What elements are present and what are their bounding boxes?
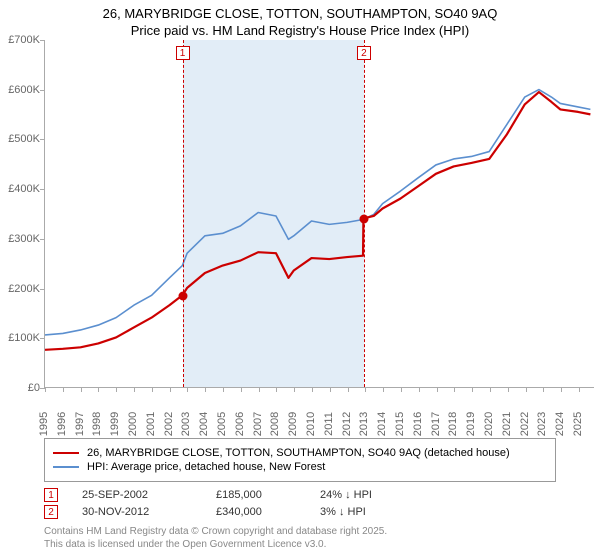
chart-title-line1: 26, MARYBRIDGE CLOSE, TOTTON, SOUTHAMPTO… <box>10 6 590 21</box>
x-tick-label: 2000 <box>127 404 139 444</box>
event-date: 25-SEP-2002 <box>82 489 192 501</box>
x-tick-label: 2018 <box>447 404 459 444</box>
y-tick-label: £300K <box>8 233 40 245</box>
y-tick-label: £400K <box>8 183 40 195</box>
footnote: Contains HM Land Registry data © Crown c… <box>44 525 556 551</box>
series-line <box>45 90 590 335</box>
x-tick-label: 2001 <box>145 404 157 444</box>
y-tick-label: £100K <box>8 332 40 344</box>
event-dot-icon <box>178 292 187 301</box>
x-tick-label: 2002 <box>163 404 175 444</box>
chart-svg <box>45 40 594 387</box>
x-tick-label: 2015 <box>394 404 406 444</box>
legend-label: HPI: Average price, detached house, New … <box>87 461 325 473</box>
x-tick-label: 1996 <box>56 404 68 444</box>
legend-swatch-icon <box>53 452 79 454</box>
event-delta: 24% ↓ HPI <box>320 489 372 501</box>
x-tick-label: 2017 <box>430 404 442 444</box>
x-tick-label: 1998 <box>91 404 103 444</box>
event-marker: 2 <box>357 46 371 60</box>
chart-title-line2: Price paid vs. HM Land Registry's House … <box>10 23 590 38</box>
event-marker: 1 <box>176 46 190 60</box>
x-tick-label: 2008 <box>269 404 281 444</box>
event-row: 1 25-SEP-2002 £185,000 24% ↓ HPI <box>44 488 556 502</box>
x-tick-label: 2022 <box>519 404 531 444</box>
event-number-box: 1 <box>44 488 58 502</box>
event-row: 2 30-NOV-2012 £340,000 3% ↓ HPI <box>44 505 556 519</box>
x-tick-label: 2006 <box>234 404 246 444</box>
x-tick-label: 2012 <box>341 404 353 444</box>
x-tick-label: 2005 <box>216 404 228 444</box>
footnote-line: This data is licensed under the Open Gov… <box>44 538 556 551</box>
x-tick-label: 2021 <box>501 404 513 444</box>
y-tick-label: £700K <box>8 34 40 46</box>
y-tick-label: £0 <box>28 382 40 394</box>
y-tick-label: £500K <box>8 133 40 145</box>
y-tick-label: £200K <box>8 283 40 295</box>
x-tick-label: 2007 <box>252 404 264 444</box>
legend-item-price-paid: 26, MARYBRIDGE CLOSE, TOTTON, SOUTHAMPTO… <box>53 447 547 459</box>
x-tick-label: 1995 <box>38 404 50 444</box>
x-axis: 1995199619971998199920002001200220032004… <box>44 388 594 410</box>
event-date: 30-NOV-2012 <box>82 506 192 518</box>
x-tick-label: 2010 <box>305 404 317 444</box>
footnote-line: Contains HM Land Registry data © Crown c… <box>44 525 556 538</box>
x-tick-label: 2013 <box>358 404 370 444</box>
legend-label: 26, MARYBRIDGE CLOSE, TOTTON, SOUTHAMPTO… <box>87 447 510 459</box>
series-line <box>45 92 590 350</box>
x-tick-label: 2025 <box>572 404 584 444</box>
event-delta: 3% ↓ HPI <box>320 506 366 518</box>
x-tick-label: 2011 <box>323 404 335 444</box>
x-tick-label: 2016 <box>412 404 424 444</box>
y-tick-label: £600K <box>8 84 40 96</box>
x-tick-label: 2019 <box>465 404 477 444</box>
x-tick-label: 2003 <box>180 404 192 444</box>
event-number-box: 2 <box>44 505 58 519</box>
legend-swatch-icon <box>53 466 79 468</box>
event-price: £340,000 <box>216 506 296 518</box>
legend: 26, MARYBRIDGE CLOSE, TOTTON, SOUTHAMPTO… <box>44 438 556 482</box>
x-tick-label: 2014 <box>376 404 388 444</box>
chart-area: £0£100K£200K£300K£400K£500K£600K£700K 12… <box>0 40 600 410</box>
legend-item-hpi: HPI: Average price, detached house, New … <box>53 461 547 473</box>
x-tick-label: 1999 <box>109 404 121 444</box>
x-tick-label: 2009 <box>287 404 299 444</box>
title-block: 26, MARYBRIDGE CLOSE, TOTTON, SOUTHAMPTO… <box>0 0 600 40</box>
plot-area: 12 <box>44 40 594 388</box>
chart-container: 26, MARYBRIDGE CLOSE, TOTTON, SOUTHAMPTO… <box>0 0 600 560</box>
event-price: £185,000 <box>216 489 296 501</box>
event-line <box>183 40 184 387</box>
event-dot-icon <box>359 214 368 223</box>
x-tick-label: 2004 <box>198 404 210 444</box>
x-tick-label: 2020 <box>483 404 495 444</box>
events-table: 1 25-SEP-2002 £185,000 24% ↓ HPI 2 30-NOV-201… <box>44 488 556 519</box>
x-tick-label: 2024 <box>554 404 566 444</box>
x-tick-label: 1997 <box>74 404 86 444</box>
x-tick-label: 2023 <box>536 404 548 444</box>
y-axis: £0£100K£200K£300K£400K£500K£600K£700K <box>0 40 44 410</box>
